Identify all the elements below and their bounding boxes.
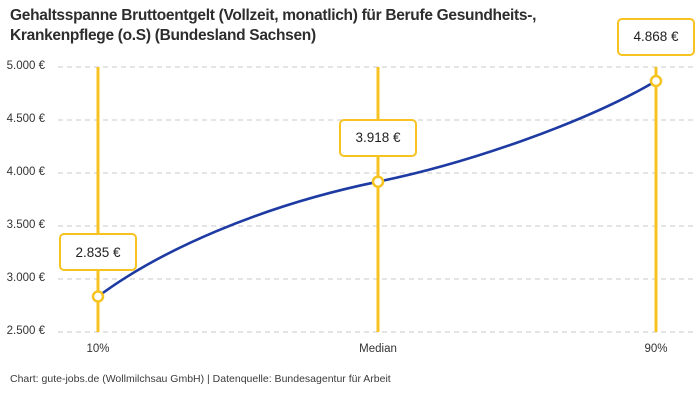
x-tick-label: Median — [359, 343, 397, 355]
chart-title-line1: Gehaltsspanne Bruttoentgelt (Vollzeit, m… — [10, 7, 537, 24]
chart-attribution: Chart: gute-jobs.de (Wollmilchsau GmbH) … — [10, 373, 391, 385]
data-point-marker — [649, 74, 663, 88]
data-point-marker — [91, 290, 105, 303]
y-tick-label: 4.000 € — [6, 166, 45, 178]
value-label-box: 4.868 € — [617, 17, 695, 56]
percentile-vlines — [96, 67, 658, 332]
y-tick-label: 3.000 € — [6, 272, 45, 284]
gridlines — [58, 66, 694, 333]
y-tick-label: 3.500 € — [6, 219, 45, 231]
value-label-box: 3.918 € — [339, 118, 417, 157]
y-tick-label: 5.000 € — [6, 60, 45, 72]
x-tick-label: 10% — [86, 343, 110, 355]
y-tick-label: 2.500 € — [6, 325, 45, 337]
chart-title-line2: Krankenpflege (o.S) (Bundesland Sachsen) — [10, 27, 316, 44]
data-point-markers — [91, 74, 663, 303]
data-point-marker — [371, 175, 385, 188]
x-tick-label: 90% — [644, 343, 668, 355]
value-label-box: 2.835 € — [59, 233, 137, 272]
chart-title: Gehaltsspanne Bruttoentgelt (Vollzeit, m… — [10, 6, 650, 46]
y-tick-label: 4.500 € — [6, 113, 45, 125]
